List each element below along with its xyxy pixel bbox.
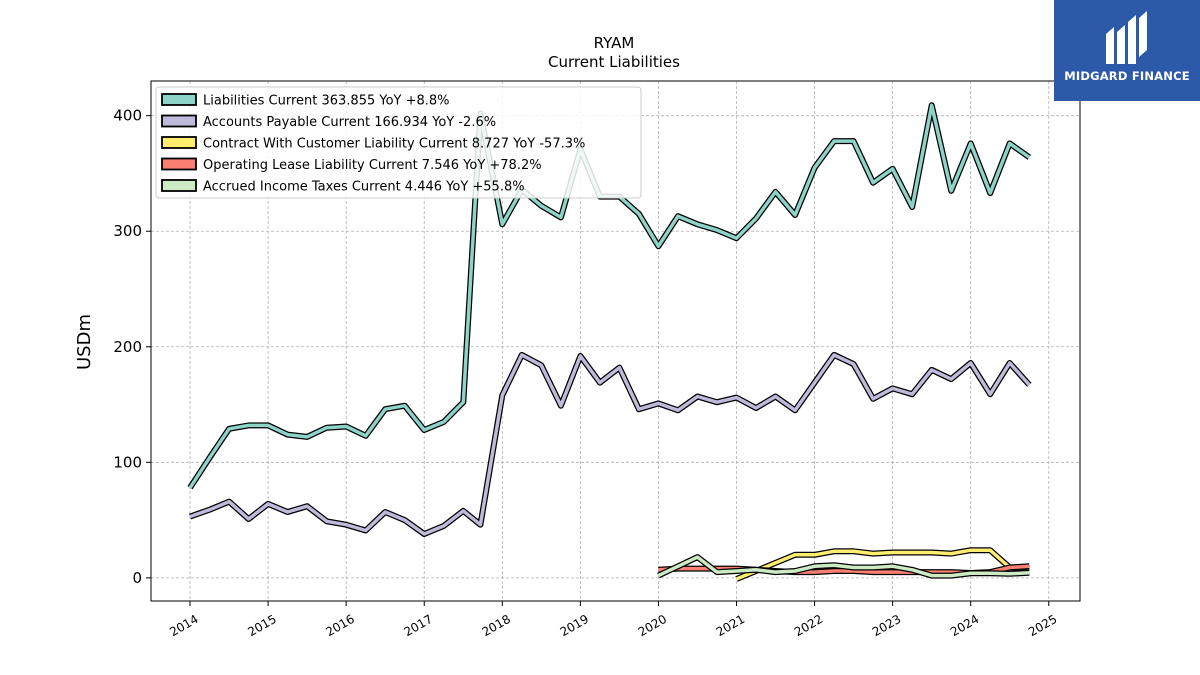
x-axis: 2014 2015 2016 2017 2018 2019 2020 2021 2022 2023… xyxy=(167,601,1060,639)
chart-title: RYAM xyxy=(594,34,635,52)
x-tick-label: 2020 xyxy=(636,612,669,639)
x-tick-label: 2021 xyxy=(714,612,747,639)
legend-label-accounts-payable-current: Accounts Payable Current 166.934 YoY -2.… xyxy=(203,115,496,130)
y-axis: 0 100 200 300 400 xyxy=(113,107,151,587)
chart-subtitle: Current Liabilities xyxy=(548,53,680,71)
x-tick-label: 2022 xyxy=(792,612,825,639)
y-tick-label: 300 xyxy=(113,222,142,240)
legend-swatch-accounts-payable-current xyxy=(161,114,197,128)
legend: Liabilities Current 363.855 YoY +8.8% Acc… xyxy=(155,86,642,199)
series-line-contract-with-customer-liability-current xyxy=(735,548,1030,581)
x-tick-label: 2014 xyxy=(167,612,200,639)
y-tick-label: 200 xyxy=(113,338,142,356)
x-tick-label: 2015 xyxy=(245,612,278,639)
legend-label-operating-lease-liability-current: Operating Lease Liability Current 7.546 … xyxy=(203,158,542,173)
series-outline-accounts-payable-current xyxy=(189,351,1032,537)
x-tick-label: 2024 xyxy=(948,612,981,639)
legend-swatch-accrued-income-taxes-current xyxy=(161,179,197,192)
axes-frame xyxy=(150,80,1081,602)
legend-swatch-liabilities-current xyxy=(161,93,197,106)
x-tick-label: 2025 xyxy=(1026,612,1059,639)
y-tick-label: 400 xyxy=(113,107,142,125)
brand-logo: MIDGARD FINANCE xyxy=(1054,0,1200,101)
x-tick-label: 2018 xyxy=(480,612,513,639)
x-tick-label: 2019 xyxy=(558,612,591,639)
series-line-accrued-income-taxes-current xyxy=(657,555,1030,578)
legend-label-liabilities-current: Liabilities Current 363.855 YoY +8.8% xyxy=(203,94,450,109)
logo-mark-icon xyxy=(1106,11,1147,64)
y-tick-label: 0 xyxy=(132,569,142,587)
brand-name: MIDGARD FINANCE xyxy=(1064,69,1190,83)
legend-swatch-contract-with-customer-liability-current xyxy=(161,136,197,149)
x-tick-label: 2023 xyxy=(870,612,903,639)
y-tick-label: 100 xyxy=(113,453,142,471)
legend-label-accrued-income-taxes-current: Accrued Income Taxes Current 4.446 YoY +… xyxy=(203,180,525,195)
legend-label-contract-with-customer-liability-current: Contract With Customer Liability Current… xyxy=(203,137,585,152)
series-line-accounts-payable-current xyxy=(189,353,1031,536)
x-tick-label: 2017 xyxy=(402,612,435,639)
legend-swatch-operating-lease-liability-current xyxy=(161,157,197,171)
x-tick-label: 2016 xyxy=(323,612,356,639)
legend-box xyxy=(155,86,642,199)
y-axis-label: USDm xyxy=(74,314,95,370)
